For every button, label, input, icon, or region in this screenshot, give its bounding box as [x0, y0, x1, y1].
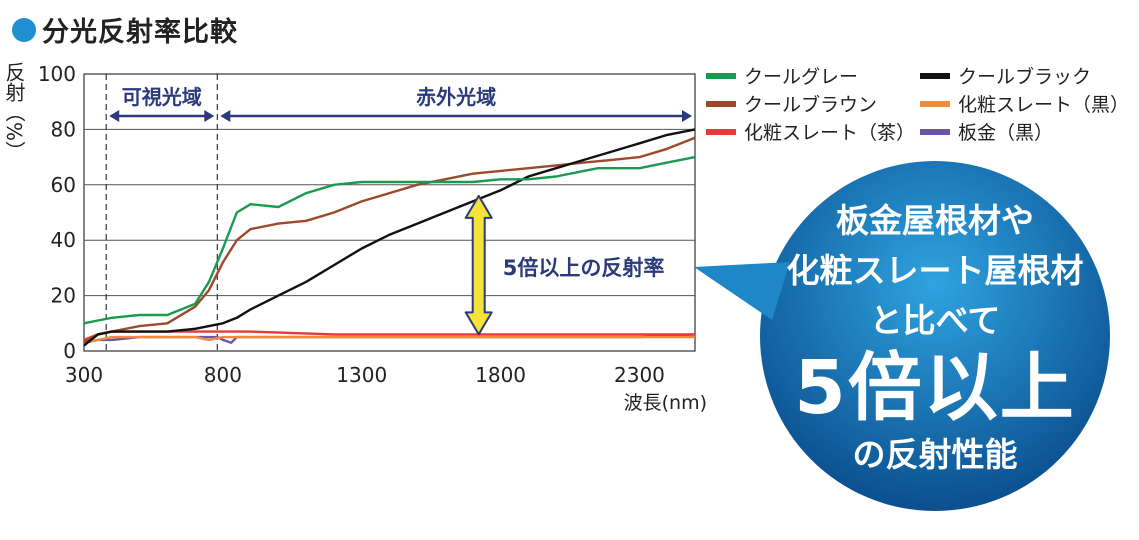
- legend-label: 化粧スレート（黒）: [958, 94, 1130, 116]
- bullet-dot-icon: [12, 17, 36, 42]
- region-label: 可視光域: [122, 85, 202, 109]
- legend-label: クールブラウン: [744, 94, 878, 116]
- legend-item: 化粧スレート（茶）: [706, 118, 915, 145]
- legend-label: クールグレー: [744, 66, 859, 88]
- legend-swatch: [920, 100, 950, 107]
- series-line: [83, 155, 696, 325]
- legend-item: クールブラウン: [706, 90, 877, 117]
- legend-swatch: [920, 128, 950, 135]
- legend-item: クールグレー: [706, 62, 858, 89]
- legend-item: クールブラック: [920, 62, 1091, 89]
- series-line: [83, 136, 696, 344]
- x-tick-label: 1800: [475, 363, 526, 387]
- y-tick-label: 0: [63, 339, 76, 363]
- legend-swatch: [706, 72, 736, 79]
- callout-line-5: の反射性能: [852, 435, 1018, 474]
- legend-swatch: [920, 72, 950, 79]
- x-axis-label: 波長(nm): [624, 392, 707, 414]
- callout-line-2: 化粧スレート屋根材: [786, 251, 1084, 290]
- callout-big-text: 5倍以上: [794, 345, 1076, 431]
- legend-label: クールブラック: [958, 66, 1092, 88]
- callout-circle: [760, 161, 1110, 511]
- series-line: [83, 335, 695, 344]
- callout-text: 板金屋根材や 化粧スレート屋根材 と比べて 5倍以上 の反射性能: [765, 196, 1105, 480]
- callout-line-3: と比べて: [869, 301, 1001, 340]
- x-tick-label: 2300: [614, 363, 665, 387]
- y-tick-label: 100: [38, 62, 76, 86]
- x-tick-label: 1300: [336, 363, 387, 387]
- legend-item: 化粧スレート（黒）: [920, 90, 1129, 117]
- series-line: [83, 128, 696, 347]
- section-heading: 分光反射率比較: [12, 10, 238, 49]
- y-axis-label: 反射（%）: [2, 62, 26, 161]
- y-tick-label: 60: [51, 173, 76, 197]
- legend-label: 化粧スレート（茶）: [744, 122, 916, 144]
- legend-item: 板金（黒）: [920, 118, 1053, 145]
- legend-swatch: [706, 128, 736, 135]
- x-tick-label: 300: [65, 363, 103, 387]
- region-arrow-right-icon: [682, 110, 692, 122]
- y-tick-label: 40: [51, 228, 76, 252]
- y-tick-label: 80: [51, 117, 76, 141]
- annotation-label: 5倍以上の反射率: [503, 256, 665, 280]
- plot-area: [83, 73, 696, 352]
- region-arrow-right-icon: [204, 110, 215, 122]
- annotation-double-arrow-icon: [464, 194, 493, 336]
- callout-line-1: 板金屋根材や: [836, 201, 1034, 240]
- x-tick-label: 800: [204, 363, 242, 387]
- y-tick-label: 20: [51, 284, 76, 308]
- section-title: 分光反射率比較: [42, 17, 238, 48]
- region-label: 赤外光域: [416, 85, 496, 109]
- callout-pointer: [694, 262, 790, 320]
- region-arrow-left-icon: [109, 110, 120, 122]
- legend-label: 板金（黒）: [958, 122, 1054, 144]
- annotation-label-bg: [498, 250, 681, 284]
- region-arrow-left-icon: [220, 110, 231, 122]
- legend-swatch: [706, 100, 736, 107]
